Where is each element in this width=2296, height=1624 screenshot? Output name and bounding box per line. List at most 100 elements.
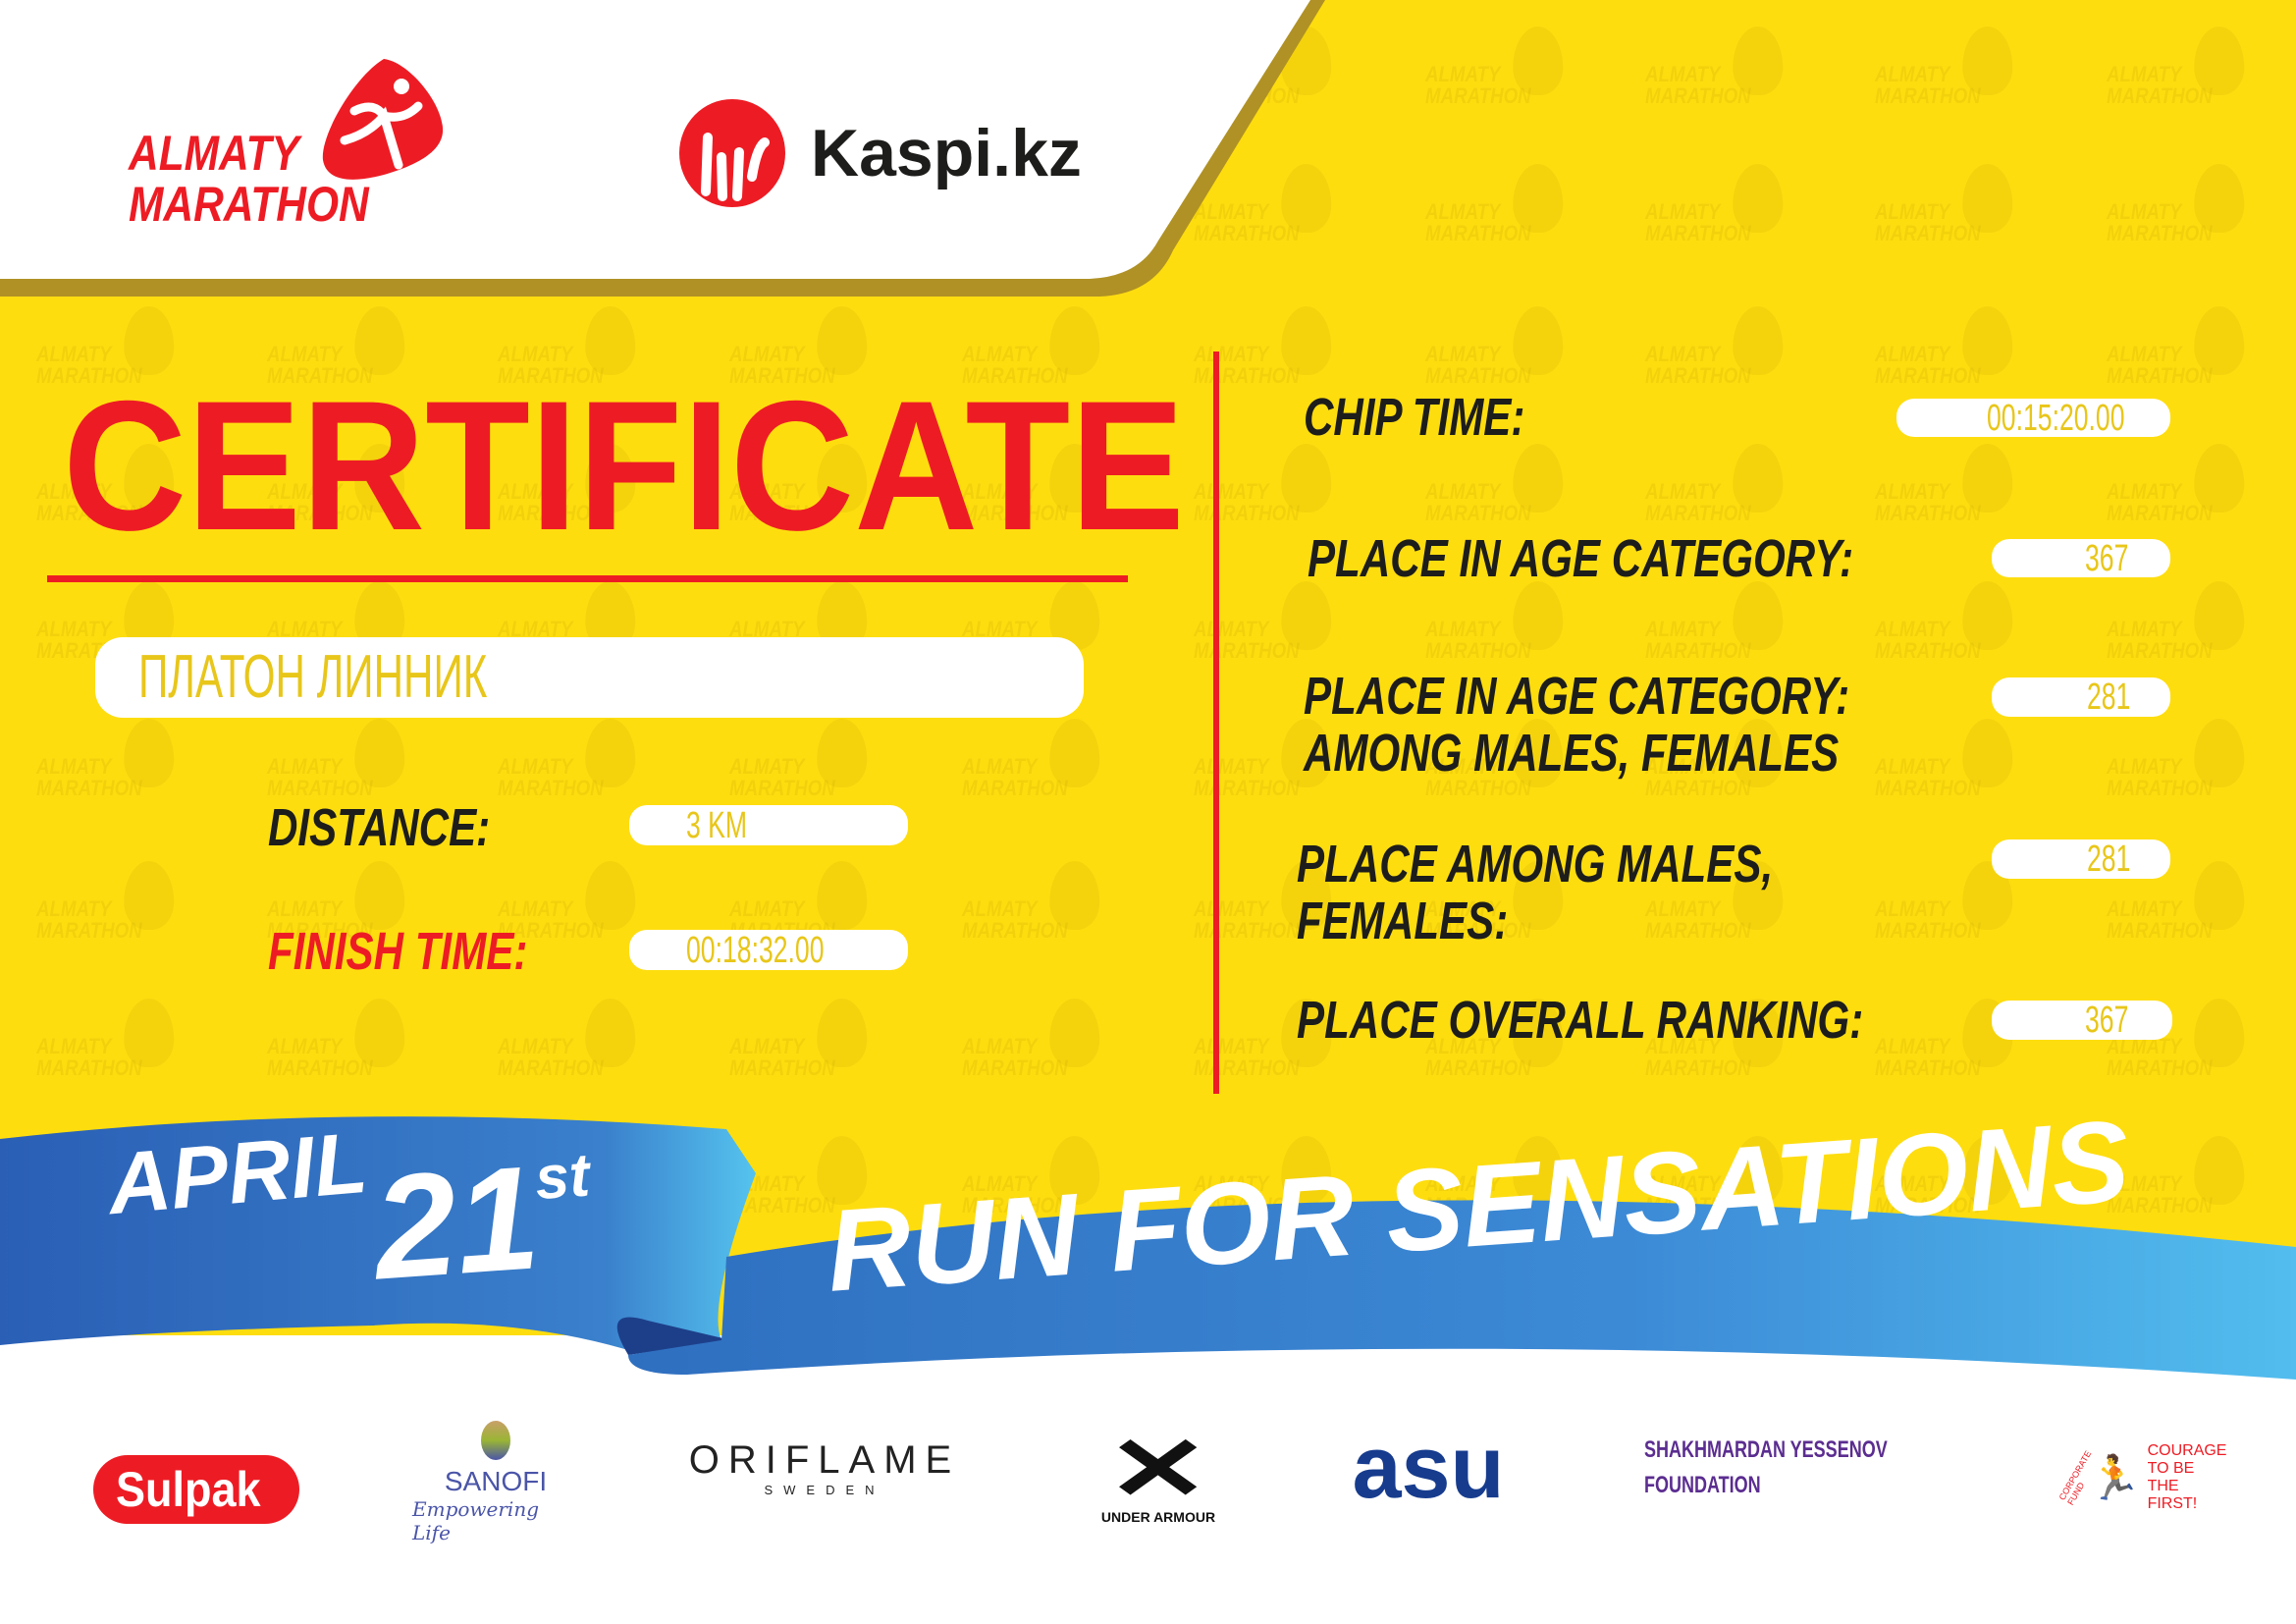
kaspi-logo: Kaspi.kz: [678, 98, 1082, 208]
logo-line-2: MARATHON: [129, 177, 369, 232]
finish-time-field: 00:18:32.00: [629, 930, 908, 970]
title-underline: [47, 575, 1128, 582]
gender-label-2: FEMALES:: [1297, 892, 1509, 950]
finish-time-label: FINISH TIME:: [268, 922, 528, 981]
overall-field: 367: [1992, 1001, 2172, 1040]
chip-time-field: 00:15:20.00: [1896, 397, 2170, 439]
finish-time-value: 00:18:32.00: [686, 929, 825, 971]
almaty-marathon-logo: ALMATY MARATHON: [129, 57, 453, 234]
sponsor-under-armour: ✕ UNDER ARMOUR: [1100, 1421, 1216, 1525]
sanofi-name: SANOFI: [444, 1466, 548, 1496]
distance-field: 3 KM: [629, 805, 908, 845]
age-category-gender-label-1: PLACE IN AGE CATEGORY:: [1304, 667, 1850, 726]
chip-time-label: CHIP TIME:: [1304, 388, 1525, 447]
participant-name-field: ПЛАТОН ЛИННИК: [95, 637, 1084, 718]
under-armour-icon: ✕: [1106, 1421, 1210, 1519]
gender-label-1: PLACE AMONG MALES,: [1297, 835, 1774, 893]
age-category-value: 367: [2085, 537, 2129, 579]
banner-day: 21: [368, 1134, 544, 1311]
ribbon-banner: [0, 1116, 2296, 1624]
sanofi-icon: [481, 1421, 510, 1460]
runner-drop-icon: [322, 59, 444, 180]
age-category-gender-field: 281: [1992, 677, 2170, 717]
courage-runner-icon: 🏃: [2087, 1454, 2142, 1502]
sponsor-yessenov: SHAKHMARDAN YESSENOV FOUNDATION: [1644, 1436, 1888, 1498]
distance-value: 3 KM: [686, 804, 748, 846]
distance-label: DISTANCE:: [268, 798, 491, 857]
header-panel: [0, 0, 1325, 297]
chip-time-value: 00:15:20.00: [1987, 397, 2125, 439]
participant-name: ПЛАТОН ЛИННИК: [138, 643, 488, 711]
vertical-divider: [1213, 352, 1219, 1094]
sponsor-asu: asu: [1352, 1418, 1505, 1517]
sponsor-sulpak: Sulpak: [93, 1455, 299, 1524]
age-category-field: 367: [1992, 537, 2170, 579]
overall-label: PLACE OVERALL RANKING:: [1297, 991, 1864, 1050]
sponsor-sanofi: SANOFI Empowering Life: [412, 1414, 579, 1551]
age-category-gender-label-2: AMONG MALES, FEMALES: [1304, 724, 1840, 783]
sponsor-courage-fund: CORPORATE FUND 🏃 COURAGE TO BE THE FIRST!: [2056, 1442, 2227, 1512]
certificate-title: CERTIFICATE: [63, 362, 1185, 568]
kaspi-wordmark: Kaspi.kz: [811, 116, 1082, 190]
age-category-gender-value: 281: [2087, 677, 2131, 718]
kaspi-icon: [679, 99, 785, 207]
overall-value: 367: [2085, 1000, 2129, 1041]
sponsor-oriflame: ORIFLAME SWEDEN: [688, 1438, 961, 1497]
